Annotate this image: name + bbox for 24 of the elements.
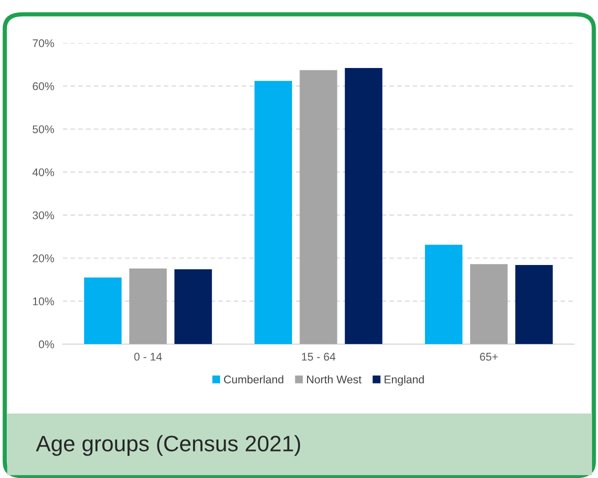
y-tick-label: 50% <box>32 125 54 134</box>
x-tick-label: 15 - 64 <box>302 352 336 361</box>
bar <box>129 268 167 344</box>
bar <box>470 264 508 344</box>
legend-label: England <box>384 375 424 386</box>
text: Age groups (Census 2021) <box>36 435 300 456</box>
bar <box>300 70 338 344</box>
bar <box>84 277 122 344</box>
bar <box>344 68 382 344</box>
bar <box>254 80 292 344</box>
bar <box>174 269 212 344</box>
x-tick-label: 65+ <box>480 352 498 361</box>
y-tick-label: 20% <box>32 254 54 262</box>
y-tick-label: 70% <box>32 39 54 48</box>
legend-label: North West <box>307 375 362 384</box>
y-tick-label: 40% <box>32 168 54 176</box>
y-tick-label: 10% <box>33 297 54 306</box>
bar <box>515 265 553 344</box>
bar <box>424 244 462 344</box>
y-tick-label: 60% <box>32 82 54 90</box>
x-tick-label: 0 - 14 <box>134 352 162 361</box>
y-tick-label: 30% <box>32 211 54 220</box>
y-tick-label: 0% <box>38 340 54 348</box>
legend-label: Cumberland <box>224 375 284 384</box>
